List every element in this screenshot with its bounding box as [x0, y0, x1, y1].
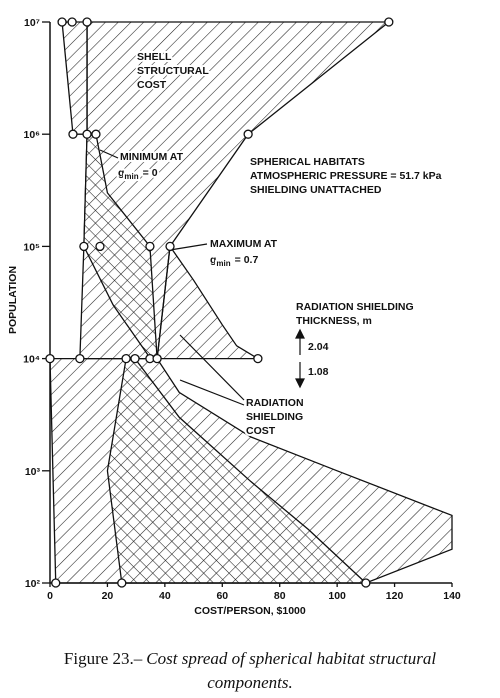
caption-text: Cost spread of spherical habitat structu…: [146, 649, 436, 668]
x-axis-label: COST/PERSON, $1000: [194, 605, 306, 617]
annotation: RADIATION: [246, 397, 304, 409]
point: [75, 353, 85, 364]
leader: [179, 379, 245, 406]
annotation: SHIELDING: [246, 411, 303, 423]
x-tick-label: 40: [159, 590, 171, 602]
point: [165, 241, 175, 252]
y-axis-label: POPULATION: [7, 266, 19, 334]
subscript: min: [216, 259, 230, 268]
x-tick-label: 140: [443, 590, 461, 602]
point: [91, 129, 101, 139]
annotation: RADIATION SHIELDING: [296, 301, 414, 313]
regions: [49, 21, 453, 584]
annotation: SHIELDING UNATTACHED: [250, 184, 382, 196]
symbol: g: [118, 167, 124, 179]
y-tick-label: 10²: [25, 578, 41, 590]
y-tick-label: 10⁷: [24, 17, 40, 29]
x-tick-label: 80: [274, 590, 286, 602]
caption-label: Figure 23.–: [64, 649, 143, 668]
value: = 0.7: [235, 254, 259, 266]
point: [152, 353, 162, 364]
arrowhead: [295, 328, 305, 339]
caption-text: components.: [207, 673, 292, 692]
annotation: COST: [137, 79, 167, 91]
point: [243, 129, 253, 139]
y-tick-label: 10⁶: [23, 129, 40, 141]
annotation: STRUCTURAL: [137, 65, 209, 77]
point: [57, 17, 67, 27]
annotation: SHELL: [137, 51, 172, 63]
leader: [169, 243, 208, 251]
point: [361, 578, 371, 588]
point: [67, 17, 77, 27]
x-tick-label: 0: [47, 590, 53, 602]
annotation: COST: [246, 425, 276, 437]
x-tick-label: 60: [216, 590, 228, 602]
point: [253, 353, 263, 364]
value: = 0: [143, 167, 158, 179]
axes: 10² 10³ 10⁴ 10⁵ 10⁶ 10⁷ 0 20 40 60 80 100 120 140: [23, 17, 461, 602]
region: [106, 357, 368, 584]
annotation: gmin = 0: [118, 167, 158, 181]
point: [82, 129, 92, 139]
caption: Figure 23.– Cost spread of spherical habi…: [64, 649, 436, 668]
annotation: gmin = 0.7: [210, 254, 258, 268]
annotation: MINIMUM AT: [120, 151, 184, 163]
point: [117, 578, 127, 588]
points: [45, 17, 394, 588]
x-tick-label: 20: [102, 590, 114, 602]
point: [145, 241, 155, 252]
x-tick-label: 120: [386, 590, 404, 602]
y-tick-label: 10⁴: [23, 354, 40, 366]
region: [61, 21, 88, 135]
y-tick-label: 10⁵: [23, 241, 40, 253]
annotation: THICKNESS, m: [296, 315, 372, 327]
point: [82, 17, 92, 27]
point: [68, 129, 78, 139]
point: [51, 578, 61, 588]
point: [95, 241, 105, 252]
annotation: 2.04: [308, 341, 329, 353]
point: [384, 17, 394, 27]
subscript: min: [124, 172, 138, 181]
arrowhead: [295, 378, 305, 389]
leaders: [99, 149, 305, 406]
annotation: 1.08: [308, 366, 329, 378]
x-tick-label: 100: [328, 590, 346, 602]
annotation: ATMOSPHERIC PRESSURE = 51.7 kPa: [250, 170, 442, 182]
point: [79, 241, 89, 252]
point: [121, 353, 131, 364]
annotation: MAXIMUM AT: [210, 238, 278, 250]
symbol: g: [210, 254, 216, 266]
point: [45, 353, 55, 364]
leader: [179, 334, 245, 401]
leader: [99, 149, 119, 159]
annotation: SPHERICAL HABITATS: [250, 156, 365, 168]
point: [130, 353, 140, 364]
y-tick-label: 10³: [25, 466, 41, 478]
